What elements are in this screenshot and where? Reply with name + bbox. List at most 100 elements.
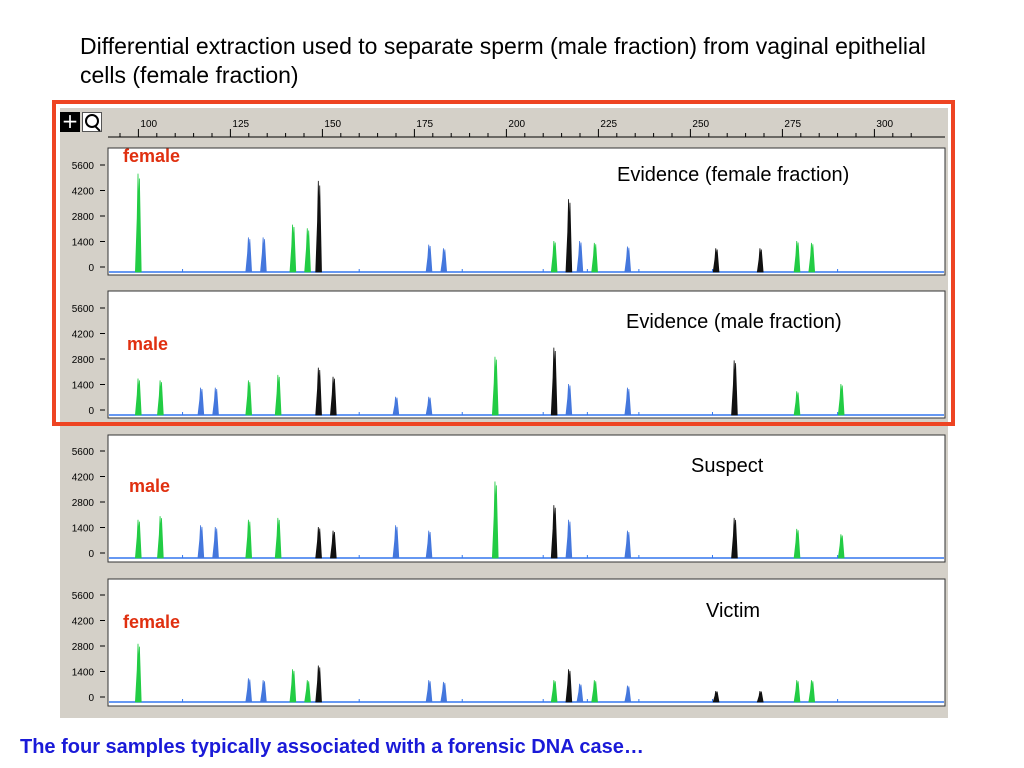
peak-green [134, 173, 142, 273]
fraction-label-suspect: male [129, 476, 171, 496]
peak-green [591, 242, 598, 273]
peak-blue [624, 246, 632, 273]
peak-black [315, 665, 322, 703]
peak-green [793, 241, 801, 273]
panel-plot-area [107, 434, 946, 563]
peak-green [134, 643, 142, 703]
peak-blue [197, 525, 205, 559]
peak-green [550, 680, 558, 703]
peak-green [491, 356, 499, 416]
y-tick-label: 4200 [72, 473, 95, 484]
peak-blue [392, 525, 400, 559]
peak-black [315, 367, 322, 416]
peak-black [315, 180, 322, 273]
peak-blue [440, 248, 448, 273]
y-tick-label: 0 [88, 549, 94, 560]
peak-green [304, 228, 311, 273]
peak-green [837, 534, 845, 559]
y-tick-label: 0 [88, 263, 94, 274]
peak-black [550, 505, 558, 559]
peak-blue [624, 530, 632, 559]
peak-blue [624, 387, 632, 416]
x-tick-label: 275 [784, 119, 801, 130]
peak-black [565, 669, 573, 703]
peak-black [756, 248, 764, 273]
peak-black [315, 527, 322, 559]
y-tick-label: 0 [88, 693, 94, 704]
peak-green [304, 680, 311, 703]
peak-blue [624, 685, 632, 703]
y-tick-label: 2800 [72, 355, 95, 366]
peak-green [274, 374, 282, 416]
peak-green [491, 481, 499, 559]
x-tick-label: 100 [140, 119, 157, 130]
peak-black [712, 690, 720, 703]
peak-black [731, 360, 738, 416]
fraction-label-evidence-male: male [127, 334, 169, 354]
peak-black [550, 347, 558, 416]
peak-blue [245, 678, 253, 703]
x-tick-label: 200 [508, 119, 525, 130]
peak-blue [392, 396, 400, 416]
x-tick-label: 300 [876, 119, 893, 130]
y-tick-label: 1400 [72, 524, 95, 535]
peak-green [245, 519, 253, 559]
magnifier-lens [85, 114, 99, 128]
peak-black [756, 690, 764, 703]
y-tick-label: 5600 [72, 447, 95, 458]
peak-green [793, 680, 801, 703]
panel-plot-area [107, 578, 946, 707]
peak-green [134, 378, 142, 416]
peak-green [550, 241, 558, 273]
peak-blue [565, 519, 573, 559]
peak-blue [212, 527, 219, 559]
peak-green [289, 224, 297, 273]
peak-blue [425, 396, 433, 416]
panel-title-evidence-male: Evidence (male fraction) [626, 311, 842, 333]
peak-black [712, 248, 720, 273]
panel-title-suspect: Suspect [691, 455, 764, 477]
y-tick-label: 4200 [72, 330, 95, 341]
y-tick-label: 4200 [72, 617, 95, 628]
y-tick-label: 1400 [72, 668, 95, 679]
peak-green [274, 517, 282, 559]
peak-green [808, 242, 816, 273]
slide-caption: The four samples typically associated wi… [20, 736, 644, 758]
peak-green [289, 669, 297, 703]
peak-green [245, 380, 253, 416]
y-tick-label: 1400 [72, 238, 95, 249]
x-axis-ruler [108, 112, 945, 140]
peak-blue [245, 237, 253, 273]
peak-blue [260, 237, 267, 273]
y-tick-label: 2800 [72, 642, 95, 653]
x-tick-label: 150 [324, 119, 341, 130]
peak-green [157, 516, 164, 559]
peak-green [793, 391, 801, 416]
magnifier-icon[interactable] [82, 112, 102, 132]
peak-green [837, 384, 845, 416]
slide-title: Differential extraction used to separate… [80, 33, 926, 88]
y-tick-label: 1400 [72, 381, 95, 392]
plus-icon[interactable]: + [60, 109, 80, 133]
peak-blue [425, 530, 433, 559]
peak-blue [425, 244, 433, 273]
x-tick-label: 175 [416, 119, 433, 130]
peak-green [591, 680, 598, 703]
fraction-label-victim: female [123, 612, 181, 632]
fraction-label-evidence-female: female [123, 146, 181, 166]
peak-blue [565, 384, 573, 416]
peak-black [731, 517, 738, 559]
peak-blue [576, 683, 584, 703]
x-tick-label: 250 [692, 119, 709, 130]
peak-blue [576, 241, 584, 273]
peak-black [329, 530, 337, 559]
y-tick-label: 4200 [72, 187, 95, 198]
peak-black [565, 199, 573, 273]
x-tick-label: 225 [600, 119, 617, 130]
peak-blue [212, 387, 219, 416]
peak-green [793, 528, 801, 559]
panel-title-victim: Victim [706, 600, 761, 622]
peak-blue [440, 681, 448, 703]
peak-green [808, 680, 816, 703]
